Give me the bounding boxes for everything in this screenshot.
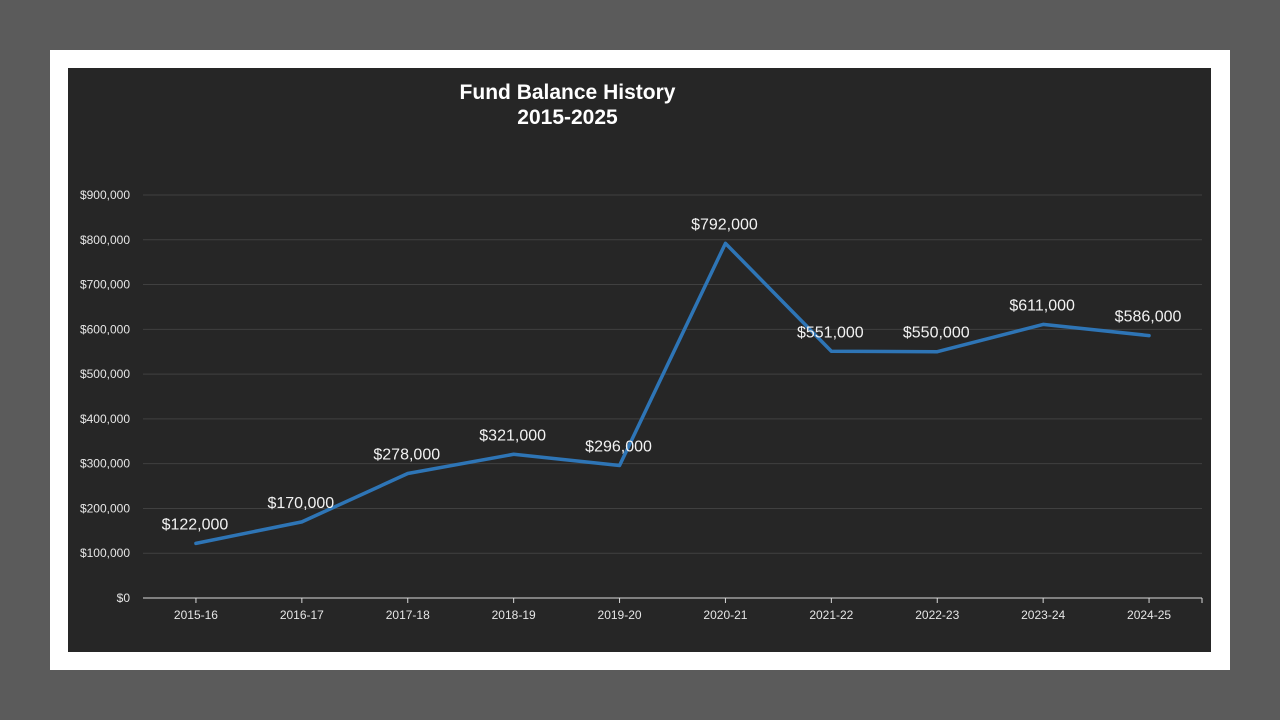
- y-tick-label: $400,000: [80, 412, 130, 426]
- y-tick-label: $200,000: [80, 501, 130, 515]
- data-label: $321,000: [479, 427, 546, 444]
- data-point: [512, 452, 516, 456]
- data-point: [829, 349, 833, 353]
- x-tick-label: 2019-20: [598, 608, 642, 622]
- y-tick-label: $0: [117, 591, 131, 605]
- data-label: $122,000: [162, 516, 229, 533]
- x-tick-label: 2024-25: [1127, 608, 1171, 622]
- data-series-line: [194, 241, 1151, 546]
- y-tick-label: $600,000: [80, 322, 130, 336]
- x-tick-label: 2015-16: [174, 608, 218, 622]
- x-tick-label: 2020-21: [703, 608, 747, 622]
- data-point: [194, 541, 198, 545]
- x-tick-label: 2021-22: [809, 608, 853, 622]
- data-point: [300, 520, 304, 524]
- data-label: $296,000: [585, 438, 652, 455]
- chart-area: [68, 68, 1211, 652]
- chart-title-block: Fund Balance History 2015-2025: [68, 80, 1211, 130]
- y-tick-label: $800,000: [80, 233, 130, 247]
- data-point: [935, 350, 939, 354]
- data-point: [1147, 334, 1151, 338]
- data-label: $586,000: [1115, 309, 1182, 326]
- x-tick-label: 2017-18: [386, 608, 430, 622]
- data-point: [1041, 322, 1045, 326]
- x-tick-label: 2018-19: [492, 608, 536, 622]
- x-tick-label: 2023-24: [1021, 608, 1065, 622]
- chart-title: Fund Balance History: [459, 81, 676, 104]
- data-point: [406, 472, 410, 476]
- chart-subtitle: 2015-2025: [517, 106, 618, 129]
- x-tick-label: 2016-17: [280, 608, 324, 622]
- data-point: [618, 463, 622, 467]
- data-label: $611,000: [1009, 297, 1075, 314]
- y-tick-label: $100,000: [80, 546, 130, 560]
- y-tick-label: $300,000: [80, 457, 130, 471]
- data-label: $550,000: [903, 325, 970, 342]
- x-tick-label: 2022-23: [915, 608, 959, 622]
- data-label: $278,000: [373, 447, 440, 464]
- y-tick-label: $500,000: [80, 367, 130, 381]
- data-label: $792,000: [691, 216, 758, 233]
- y-tick-label: $900,000: [80, 188, 130, 202]
- data-label: $551,000: [797, 324, 864, 341]
- data-label: $170,000: [267, 495, 334, 512]
- y-tick-label: $700,000: [80, 278, 130, 292]
- data-point: [723, 241, 727, 245]
